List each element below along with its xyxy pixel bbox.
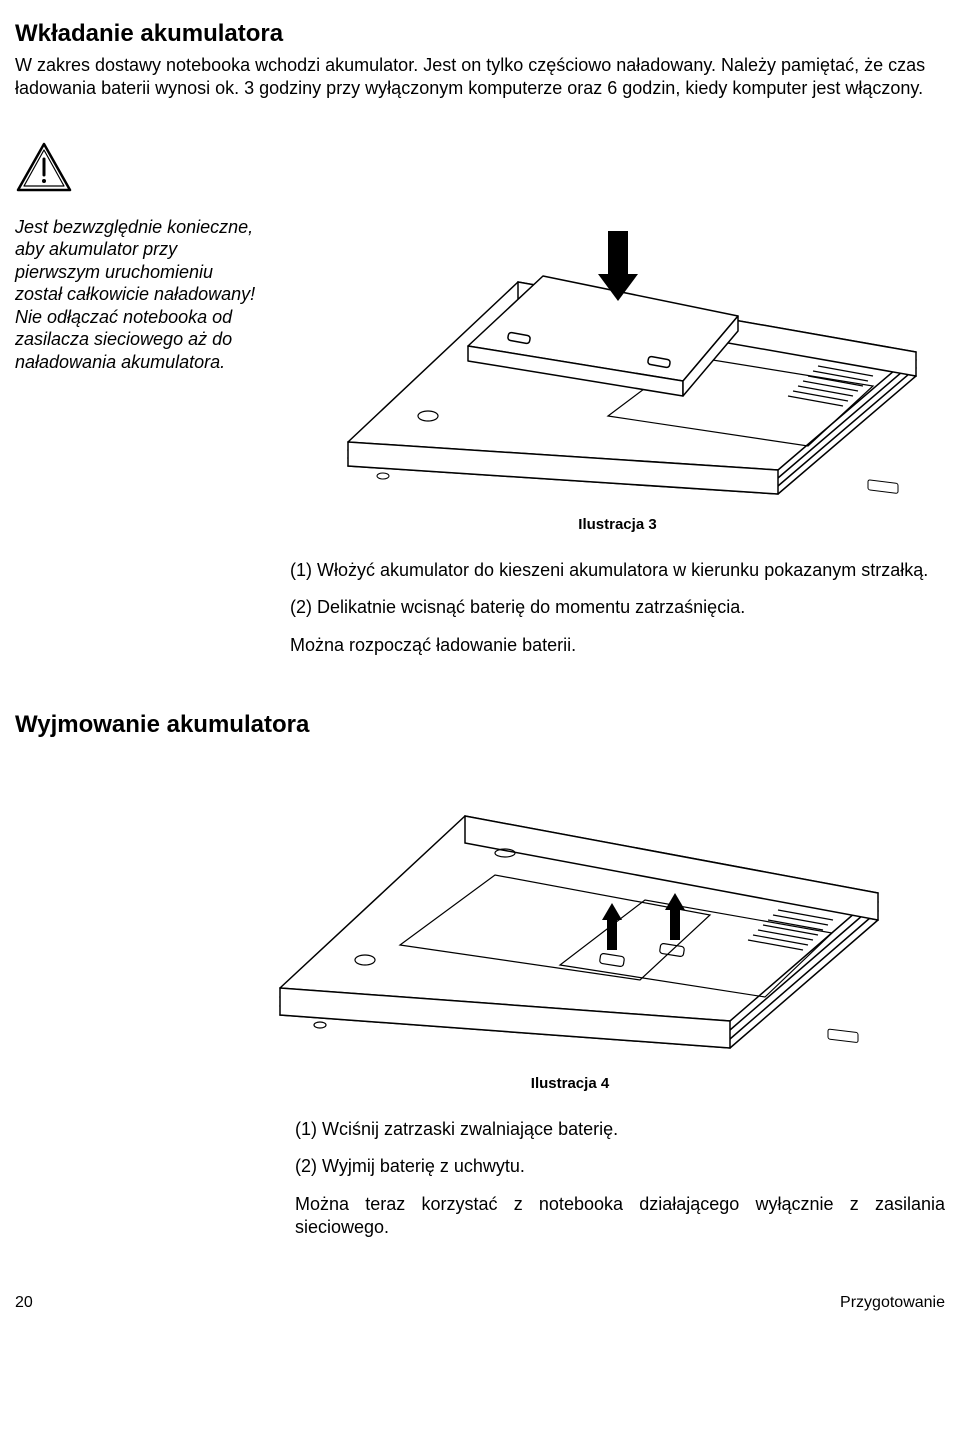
section2-step2: (2) Wyjmij baterię z uchwytu. xyxy=(295,1155,945,1178)
section1-step3: Można rozpocząć ładowanie baterii. xyxy=(290,634,945,657)
heading-remove-battery: Wyjmowanie akumulatora xyxy=(15,711,945,739)
intro-paragraph: W zakres dostawy notebooka wchodzi akumu… xyxy=(15,54,945,101)
heading-insert-battery: Wkładanie akumulatora xyxy=(15,20,945,48)
section1-step1: (1) Włożyć akumulator do kieszeni akumul… xyxy=(318,559,945,582)
page-number: 20 xyxy=(15,1294,33,1312)
warning-text: Jest bezwzględnie konieczne, aby akumula… xyxy=(15,216,260,374)
footer-section-name: Przygotowanie xyxy=(840,1294,945,1312)
section2-step1: (1) Wciśnij zatrzaski zwalniające bateri… xyxy=(295,1118,945,1141)
illustration-4-caption: Ilustracja 4 xyxy=(531,1075,609,1092)
illustration-4: Ilustracja 4 xyxy=(195,755,945,1104)
section2-step3: Można teraz korzystać z notebooka działa… xyxy=(295,1193,945,1240)
warning-icon xyxy=(15,141,945,198)
section1-step2: (2) Delikatnie wcisnąć baterię do moment… xyxy=(290,596,945,619)
illustration-3: Ilustracja 3 xyxy=(290,216,945,545)
illustration-3-caption: Ilustracja 3 xyxy=(578,516,656,533)
